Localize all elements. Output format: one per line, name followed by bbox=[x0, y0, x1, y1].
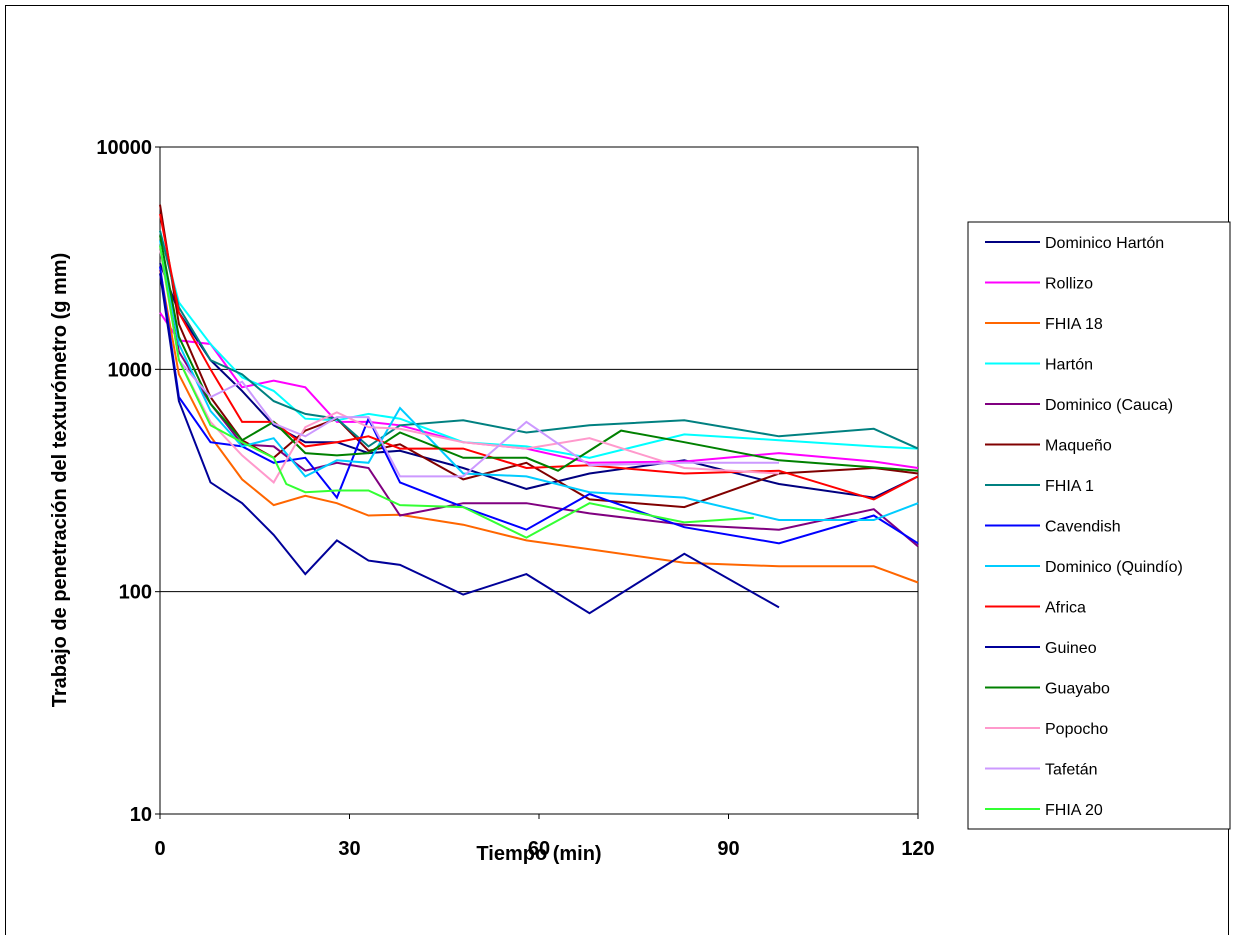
y-tick-labels: 10 100 1000 10000 bbox=[96, 137, 160, 826]
series-line bbox=[159, 245, 779, 478]
x-tick-label: 60 bbox=[528, 838, 550, 860]
legend-label: Tafetán bbox=[1045, 762, 1097, 779]
legend-label: Guineo bbox=[1045, 640, 1097, 657]
series-lines bbox=[159, 204, 919, 615]
series-line bbox=[159, 230, 919, 459]
series-line bbox=[159, 245, 754, 539]
legend-label: Cavendish bbox=[1045, 519, 1121, 536]
x-tick-label: 90 bbox=[717, 838, 739, 860]
legend-label: Africa bbox=[1045, 600, 1086, 617]
legend-label: FHIA 20 bbox=[1045, 802, 1103, 819]
y-axis-title: Trabajo de penetración del texturómetro … bbox=[49, 253, 71, 708]
legend-label: Dominico (Quindío) bbox=[1045, 559, 1183, 576]
y-tick-label: 10 bbox=[130, 804, 152, 826]
gridlines bbox=[160, 368, 918, 593]
legend-label: FHIA 1 bbox=[1045, 478, 1094, 495]
y-tick-label: 100 bbox=[119, 582, 152, 604]
legend-label: Maqueño bbox=[1045, 438, 1112, 455]
legend-label: Hartón bbox=[1045, 357, 1093, 374]
series-line bbox=[159, 266, 919, 545]
x-tick-label: 120 bbox=[901, 838, 934, 860]
x-tick-label: 0 bbox=[154, 838, 165, 860]
series-line bbox=[159, 248, 919, 548]
series-line bbox=[159, 269, 919, 584]
series-line bbox=[159, 273, 780, 615]
y-tick-label: 1000 bbox=[108, 359, 153, 381]
y-tick-label: 10000 bbox=[96, 137, 152, 159]
series-line bbox=[159, 235, 919, 472]
series-line bbox=[159, 312, 919, 469]
legend-label: FHIA 18 bbox=[1045, 316, 1103, 333]
legend-label: Guayabo bbox=[1045, 681, 1110, 698]
legend-label: Rollizo bbox=[1045, 276, 1093, 293]
x-axis-title: Tiempo (min) bbox=[476, 843, 601, 865]
x-tick-labels: 0 30 60 90 120 bbox=[154, 814, 935, 860]
legend: Dominico Hartón Rollizo FHIA 18 Hartón Domin… bbox=[967, 221, 1231, 830]
x-tick-label: 30 bbox=[338, 838, 360, 860]
legend-label: Dominico Hartón bbox=[1045, 235, 1164, 252]
series-line bbox=[159, 240, 919, 521]
legend-label: Dominico (Cauca) bbox=[1045, 397, 1173, 414]
legend-label: Popocho bbox=[1045, 721, 1108, 738]
